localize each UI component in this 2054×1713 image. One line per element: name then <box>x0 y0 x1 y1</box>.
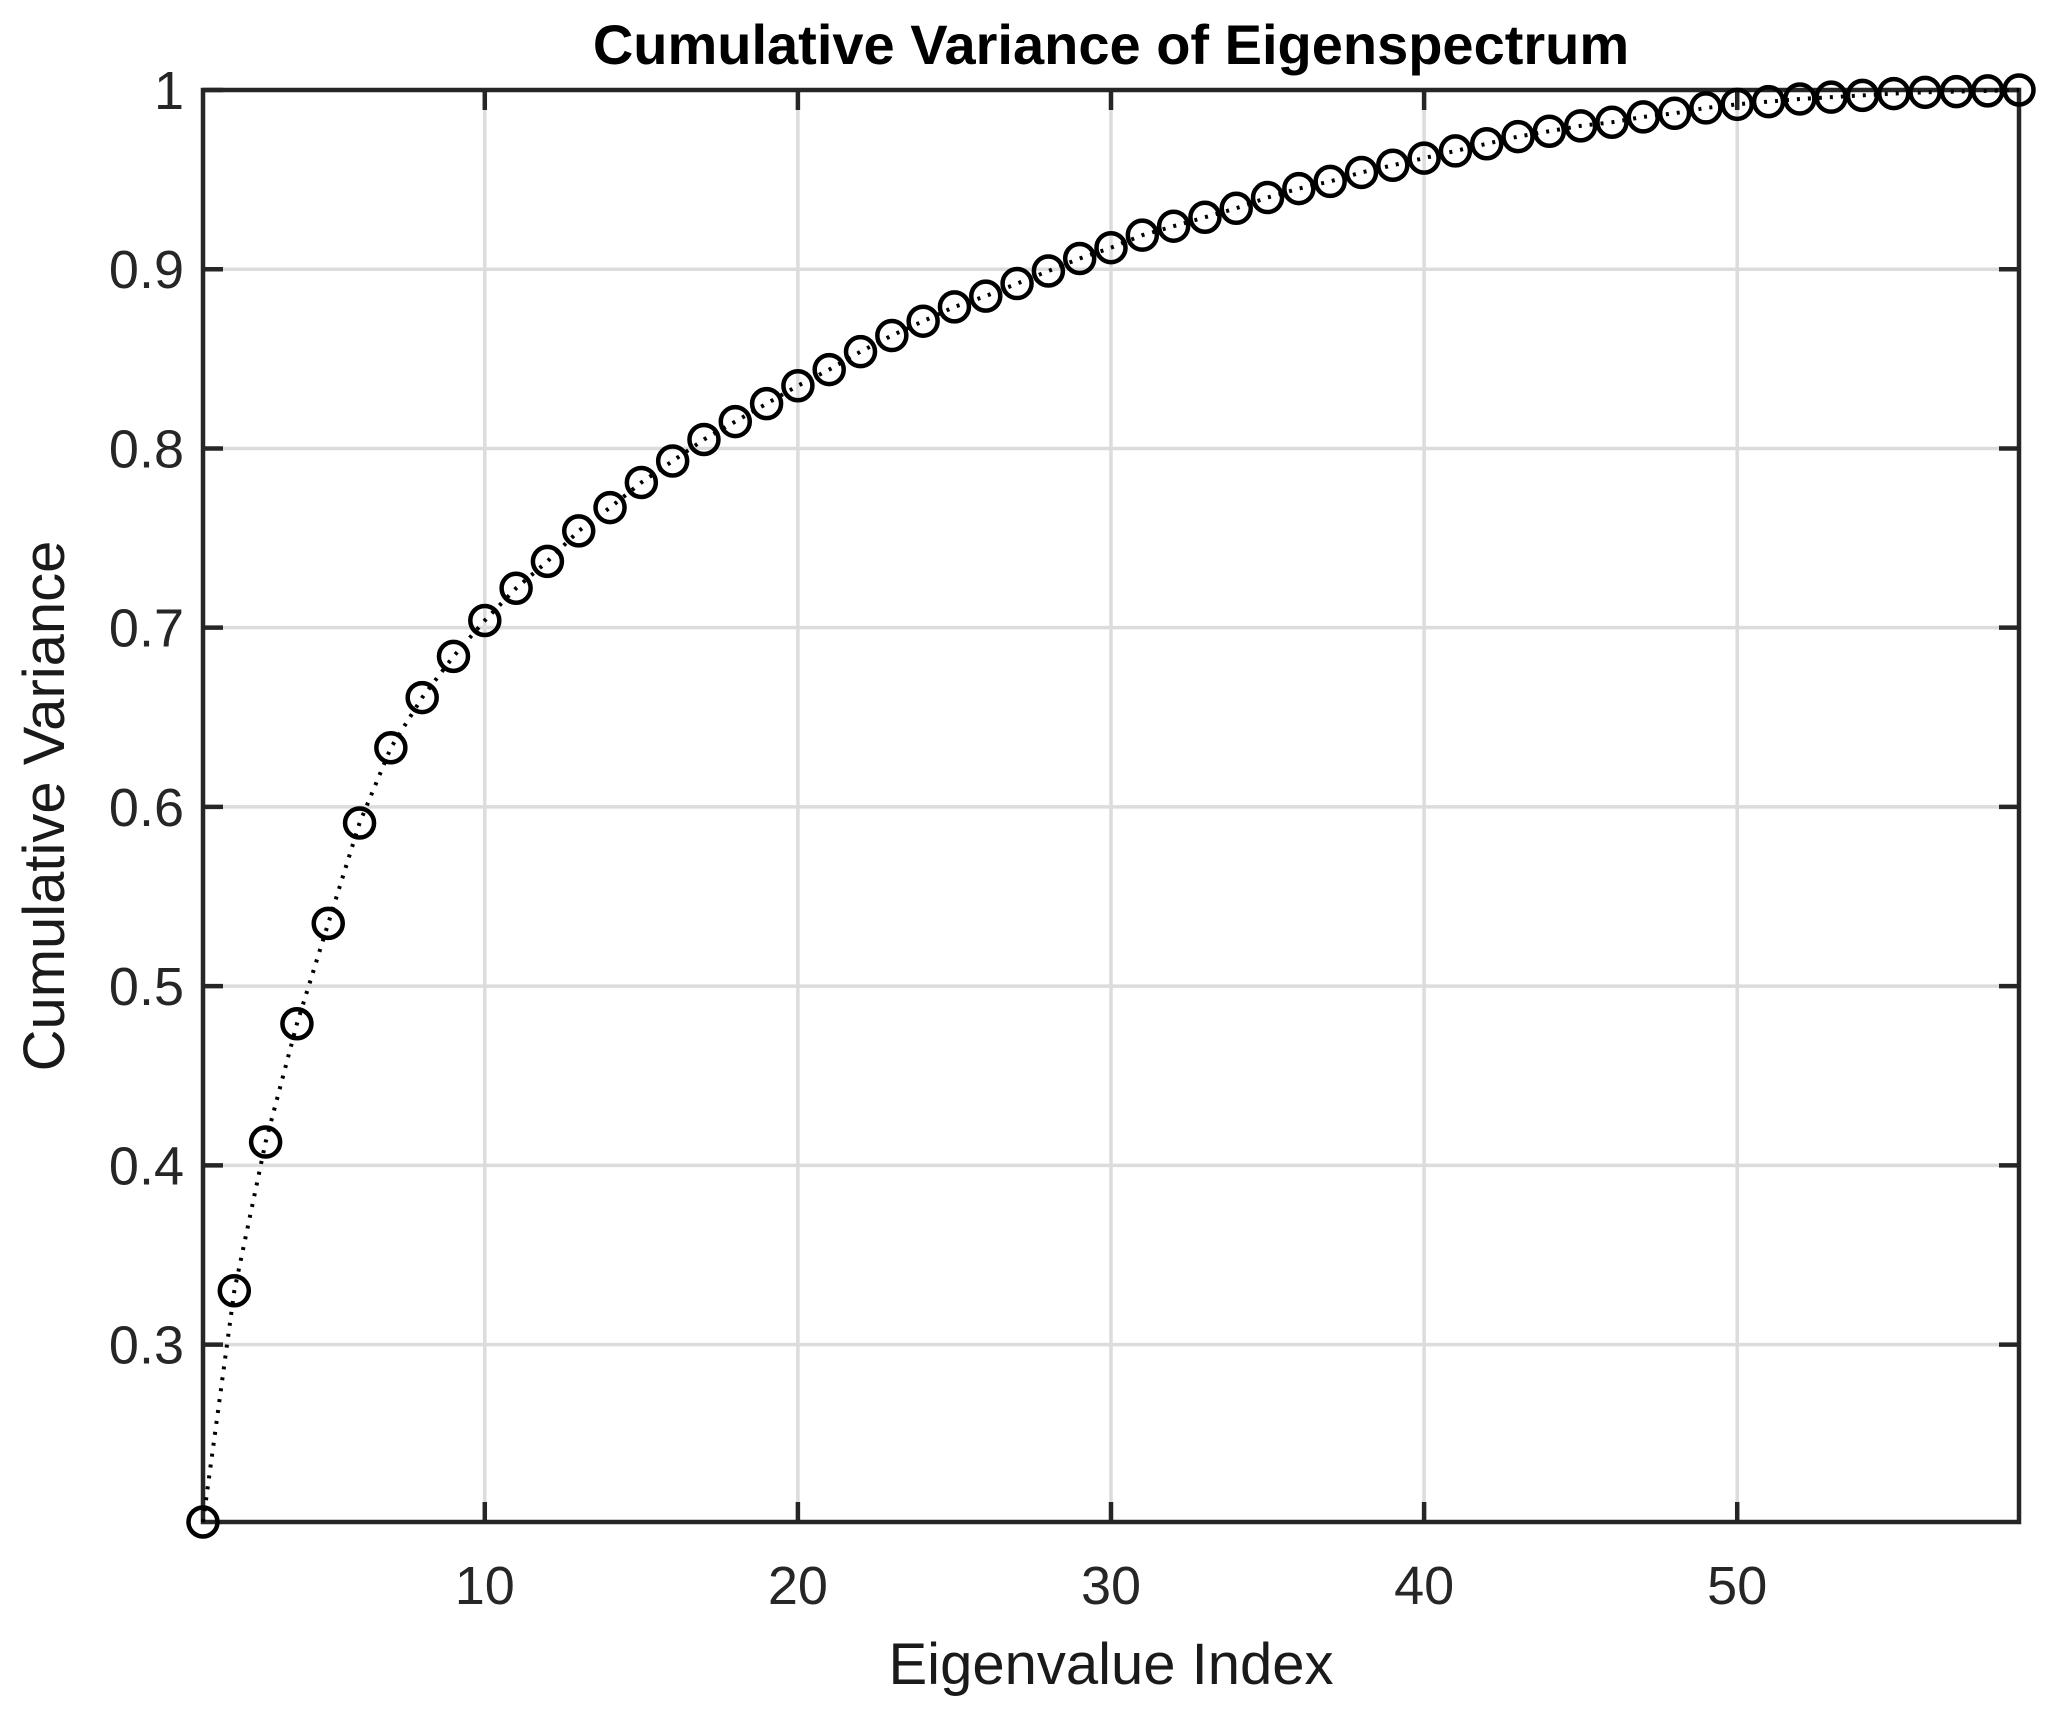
data-point-marker <box>1532 114 1567 148</box>
data-point-marker <box>875 318 909 353</box>
plot-border <box>200 87 2022 1525</box>
chart-title: Cumulative Variance of Eigenspectrum <box>593 13 1629 76</box>
data-point-marker <box>749 386 784 421</box>
y-tick-label: 1 <box>154 61 184 121</box>
data-point-marker <box>1219 191 1253 226</box>
data-point-marker <box>1751 84 1786 119</box>
data-point-marker <box>1282 171 1316 206</box>
data-point-marker <box>1250 180 1285 215</box>
y-tick-label: 0.8 <box>109 419 184 479</box>
data-point-marker <box>1626 100 1661 134</box>
data-point-marker <box>1783 82 1817 116</box>
y-tick-label: 0.9 <box>109 240 184 300</box>
data-point-marker <box>1814 80 1848 114</box>
data-point-marker <box>2002 73 2036 107</box>
data-point-marker <box>311 906 345 941</box>
series-dotted-line <box>201 88 2020 1523</box>
data-point-marker <box>812 352 846 387</box>
data-point-marker <box>1595 105 1629 140</box>
data-point-marker <box>1313 164 1347 199</box>
data-point-marker <box>1939 74 1974 109</box>
data-point-marker <box>186 1505 220 1539</box>
data-point-marker <box>436 639 471 674</box>
data-point-marker <box>1438 134 1473 168</box>
data-point-marker <box>1125 218 1160 252</box>
data-point-marker <box>843 334 878 369</box>
x-tick-label: 40 <box>1394 1556 1454 1616</box>
y-tick-label: 0.4 <box>109 1136 184 1196</box>
data-point-marker <box>405 680 439 715</box>
data-point-marker <box>248 1125 283 1159</box>
data-point-marker <box>1908 75 1942 110</box>
y-tick-label: 0.3 <box>109 1316 184 1376</box>
data-point-marker <box>1563 109 1598 143</box>
data-point-marker <box>1407 141 1441 175</box>
data-point-marker <box>1469 127 1504 161</box>
data-point-marker <box>280 1007 314 1041</box>
data-point-marker <box>1094 230 1128 265</box>
data-point-marker <box>624 465 659 500</box>
data-point-marker <box>906 304 940 338</box>
data-point-marker <box>1970 74 2005 108</box>
data-point-marker <box>217 1274 252 1308</box>
data-point-marker <box>499 571 533 605</box>
data-point-marker <box>1657 96 1692 131</box>
data-point-marker <box>1376 148 1410 183</box>
data-point-marker <box>561 514 596 548</box>
x-tick-label: 20 <box>768 1556 828 1616</box>
data-series <box>186 73 2036 1539</box>
data-point-marker <box>937 290 972 324</box>
data-point-marker <box>1156 209 1191 243</box>
data-point-marker <box>687 422 721 457</box>
data-point-marker <box>593 490 627 525</box>
data-point-marker <box>1000 266 1034 301</box>
data-point-marker <box>342 806 377 840</box>
data-point-marker <box>1845 78 1880 113</box>
y-tick-label: 0.7 <box>109 599 184 659</box>
y-tick-labels: 0.3 0.4 0.5 0.6 0.7 0.8 0.9 1 <box>109 61 184 1376</box>
data-point-marker <box>530 544 565 579</box>
x-tick-label: 50 <box>1707 1556 1767 1616</box>
data-point-marker <box>1031 254 1066 288</box>
data-point-marker <box>718 404 753 439</box>
y-axis-label: Cumulative Variance <box>12 541 77 1072</box>
x-tick-label: 30 <box>1081 1556 1141 1616</box>
data-point-marker <box>468 603 502 638</box>
x-tick-label: 10 <box>455 1556 515 1616</box>
y-tick-label: 0.5 <box>109 957 184 1017</box>
data-point-marker <box>969 279 1003 313</box>
data-point-marker <box>1720 87 1754 122</box>
data-point-marker <box>1877 76 1911 111</box>
data-point-marker <box>1344 155 1379 190</box>
data-point-marker <box>781 368 815 403</box>
x-tick-labels: 10 20 30 40 50 <box>455 1556 1767 1616</box>
data-point-marker <box>1062 241 1097 276</box>
data-point-marker <box>655 444 690 478</box>
data-point-marker <box>1689 91 1723 125</box>
y-tick-label: 0.6 <box>109 778 184 838</box>
data-point-marker <box>1501 119 1535 154</box>
x-axis-label: Eigenvalue Index <box>889 1632 1334 1697</box>
data-point-marker <box>374 731 408 765</box>
data-point-marker <box>1188 200 1222 234</box>
